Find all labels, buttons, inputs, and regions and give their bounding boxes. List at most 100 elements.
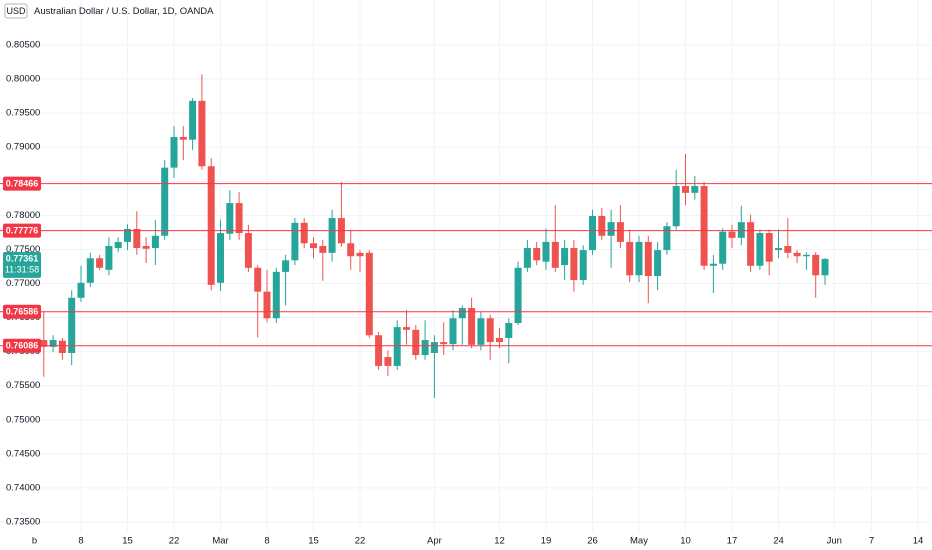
candle-body bbox=[217, 233, 224, 283]
candle-body bbox=[244, 233, 252, 268]
candle-body bbox=[198, 100, 206, 167]
x-tick-label: 26 bbox=[587, 536, 598, 547]
candle-body bbox=[161, 167, 169, 236]
price-tag bbox=[3, 304, 41, 319]
last-price-box bbox=[3, 251, 41, 278]
candle-body bbox=[682, 186, 689, 193]
candle-body bbox=[86, 258, 94, 283]
candle-body bbox=[449, 318, 457, 345]
candle-body bbox=[468, 308, 476, 345]
candle-body bbox=[533, 248, 541, 261]
candle-body bbox=[310, 243, 317, 249]
candle-body bbox=[133, 228, 141, 249]
candle-body bbox=[291, 222, 299, 261]
candle-body bbox=[737, 222, 745, 238]
candle-body bbox=[151, 235, 159, 249]
price-tag-label: 0.77776 bbox=[6, 225, 39, 235]
candle-body bbox=[124, 228, 131, 242]
candle-body bbox=[635, 241, 643, 276]
candle-body bbox=[430, 342, 438, 353]
x-tick-label: 15 bbox=[308, 536, 319, 547]
candle-body bbox=[700, 186, 708, 266]
x-tick-label: 8 bbox=[78, 536, 83, 547]
candle-body bbox=[821, 258, 829, 276]
x-tick-label: 8 bbox=[264, 536, 269, 547]
candle-body bbox=[272, 271, 280, 319]
candle-body bbox=[328, 218, 336, 253]
candle-body bbox=[282, 260, 290, 272]
candle-body bbox=[458, 308, 466, 319]
y-tick-label: 0.75000 bbox=[6, 414, 40, 425]
candle-body bbox=[654, 250, 662, 276]
candle-body bbox=[598, 216, 606, 236]
candle-body bbox=[142, 245, 150, 249]
candle-body bbox=[542, 241, 550, 262]
candle-body bbox=[691, 186, 699, 193]
x-tick-label: 22 bbox=[169, 536, 180, 547]
y-tick-label: 0.79500 bbox=[6, 108, 40, 119]
candle-body bbox=[189, 100, 197, 140]
y-tick-label: 0.80500 bbox=[6, 39, 40, 50]
candle-body bbox=[421, 340, 429, 356]
candle-body bbox=[793, 252, 801, 257]
candles bbox=[40, 74, 829, 398]
candle-body bbox=[77, 282, 85, 298]
candle-body bbox=[765, 233, 773, 262]
candle-body bbox=[570, 248, 578, 281]
candle-body bbox=[170, 136, 178, 168]
x-tick-label: Jun bbox=[827, 536, 842, 547]
candle-body bbox=[58, 340, 66, 353]
x-tick-label: 12 bbox=[494, 536, 505, 547]
candle-body bbox=[756, 233, 764, 266]
candle-body bbox=[365, 252, 373, 336]
candle-body bbox=[523, 248, 531, 268]
x-tick-label: May bbox=[630, 536, 648, 547]
candle-body bbox=[254, 267, 262, 292]
candle-body bbox=[235, 203, 243, 234]
candle-body bbox=[477, 318, 485, 345]
candle-body bbox=[300, 222, 308, 244]
candle-body bbox=[616, 222, 624, 242]
currency[interactable]: USD bbox=[6, 6, 26, 16]
x-tick-label: 24 bbox=[773, 536, 784, 547]
candle-body bbox=[114, 241, 122, 249]
candle-body bbox=[393, 327, 401, 366]
candle-body bbox=[626, 241, 634, 276]
price-tag bbox=[3, 176, 41, 191]
x-tick-label: Mar bbox=[212, 536, 228, 547]
candle-body bbox=[486, 318, 494, 343]
x-tick-label: 19 bbox=[541, 536, 552, 547]
x-tick-label: 15 bbox=[122, 536, 133, 547]
last-price: 0.77361 bbox=[6, 253, 39, 263]
y-tick-label: 0.79000 bbox=[6, 142, 40, 153]
y-tick-label: 0.77500 bbox=[6, 244, 40, 255]
candle-body bbox=[412, 329, 420, 356]
price-tag-label: 0.78466 bbox=[6, 178, 39, 188]
candle-body bbox=[319, 245, 327, 253]
candle-body bbox=[505, 323, 513, 338]
candle-body bbox=[812, 254, 820, 276]
candle-body bbox=[496, 337, 503, 343]
candle-body bbox=[440, 342, 448, 345]
candle-body bbox=[68, 297, 76, 353]
candle-body bbox=[226, 203, 234, 234]
candle-body bbox=[551, 241, 559, 268]
x-tick-label: Apr bbox=[427, 536, 442, 547]
candle-body bbox=[356, 252, 364, 257]
x-tick-label: 17 bbox=[727, 536, 738, 547]
currency-box[interactable] bbox=[4, 3, 28, 19]
x-tick-label: b bbox=[32, 536, 37, 547]
candle-body bbox=[347, 243, 355, 257]
candle-body bbox=[607, 222, 615, 236]
candle-body bbox=[403, 327, 410, 330]
candle-body bbox=[561, 248, 569, 266]
candle-body bbox=[105, 245, 113, 270]
candle-body bbox=[728, 231, 736, 238]
candle-body bbox=[802, 254, 810, 257]
candle-body bbox=[709, 263, 717, 266]
y-tick-label: 0.78000 bbox=[6, 210, 40, 221]
candle-body bbox=[784, 245, 792, 253]
